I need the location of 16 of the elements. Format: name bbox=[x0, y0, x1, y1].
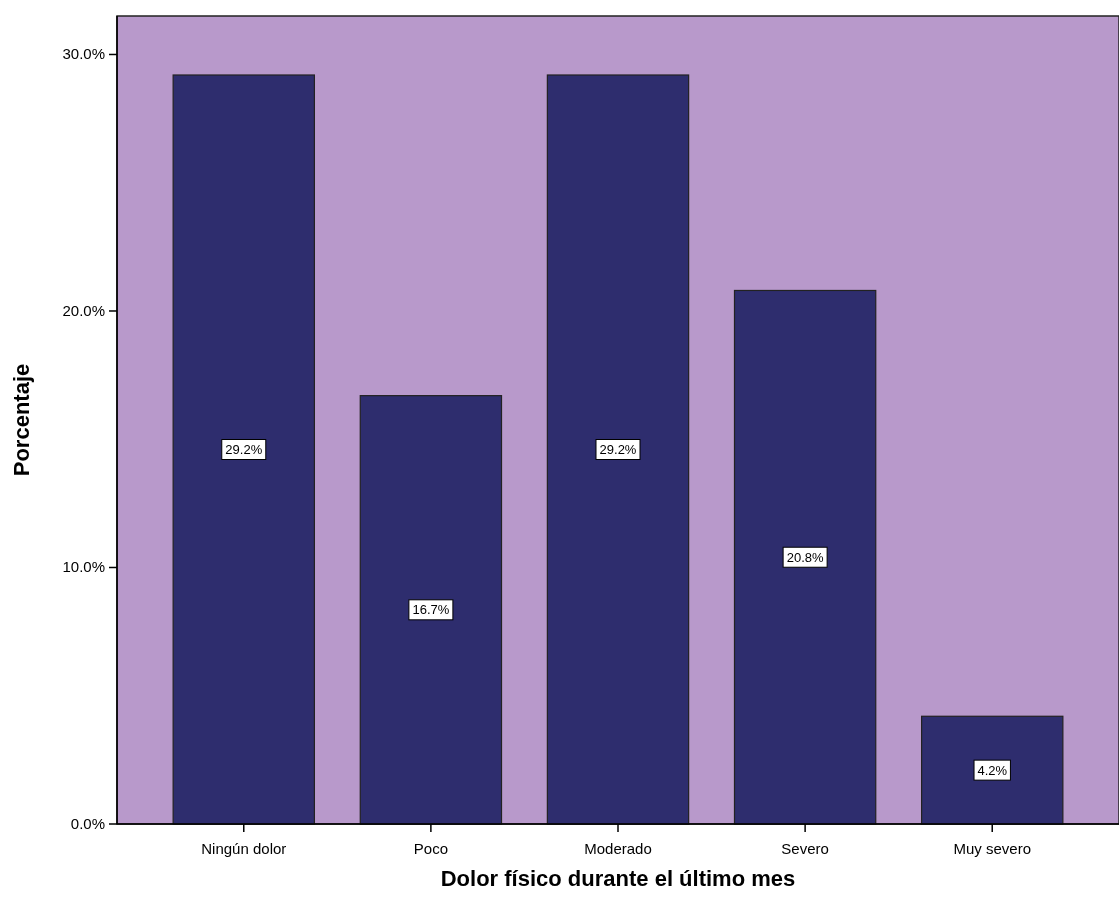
x-tick-label: Muy severo bbox=[953, 840, 1031, 857]
x-tick-label: Ningún dolor bbox=[201, 840, 287, 857]
x-tick-label: Poco bbox=[413, 840, 448, 857]
y-tick-label: 20.0% bbox=[62, 301, 105, 319]
data-label: 4.2% bbox=[977, 762, 1008, 778]
y-tick-label: 0.0% bbox=[70, 815, 105, 832]
y-axis-title: Porcentaje bbox=[9, 363, 34, 477]
data-label: 16.7% bbox=[412, 602, 450, 618]
y-tick-label: 30.0% bbox=[62, 45, 105, 63]
data-label: 29.2% bbox=[225, 442, 263, 457]
x-axis-title: Dolor físico durante el último mes bbox=[440, 866, 796, 891]
y-tick-label: 10.0% bbox=[62, 558, 105, 576]
x-tick-label: Severo bbox=[781, 840, 829, 857]
x-tick-label: Moderado bbox=[584, 840, 652, 857]
data-label: 20.8% bbox=[786, 549, 824, 565]
data-label: 29.2% bbox=[599, 442, 637, 457]
